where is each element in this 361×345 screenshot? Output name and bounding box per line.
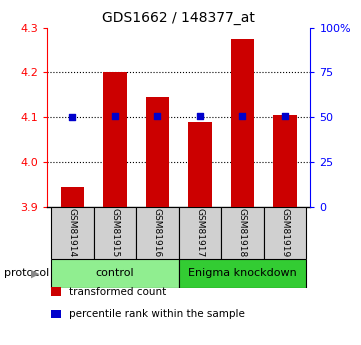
Bar (103, 72, 127, 207)
Bar (146, 97, 169, 207)
Bar (94, 207, 136, 259)
Bar (61, 187, 84, 207)
Bar (51, 259, 179, 288)
Bar (221, 207, 264, 259)
Text: protocol: protocol (4, 268, 49, 278)
Point (282, 113, 288, 118)
Bar (179, 259, 306, 288)
Text: GSM81918: GSM81918 (238, 208, 247, 257)
Bar (136, 207, 179, 259)
Text: ▶: ▶ (31, 268, 39, 278)
Text: transformed count: transformed count (69, 287, 166, 296)
Text: GSM81916: GSM81916 (153, 208, 162, 257)
Text: percentile rank within the sample: percentile rank within the sample (69, 309, 244, 319)
Text: GSM81917: GSM81917 (195, 208, 204, 257)
Title: GDS1662 / 148377_at: GDS1662 / 148377_at (102, 11, 255, 25)
Bar (264, 207, 306, 259)
Point (155, 113, 160, 118)
Point (197, 113, 203, 118)
Text: Enigma knockdown: Enigma knockdown (188, 268, 297, 278)
Text: control: control (96, 268, 134, 278)
Text: GSM81919: GSM81919 (280, 208, 290, 257)
Bar (179, 207, 221, 259)
Bar (188, 122, 212, 207)
Point (112, 113, 118, 118)
Point (70, 115, 75, 120)
Text: GSM81914: GSM81914 (68, 208, 77, 257)
Text: GSM81915: GSM81915 (110, 208, 119, 257)
Bar (51, 207, 94, 259)
Bar (231, 39, 254, 207)
Bar (273, 115, 297, 207)
Point (240, 113, 245, 118)
